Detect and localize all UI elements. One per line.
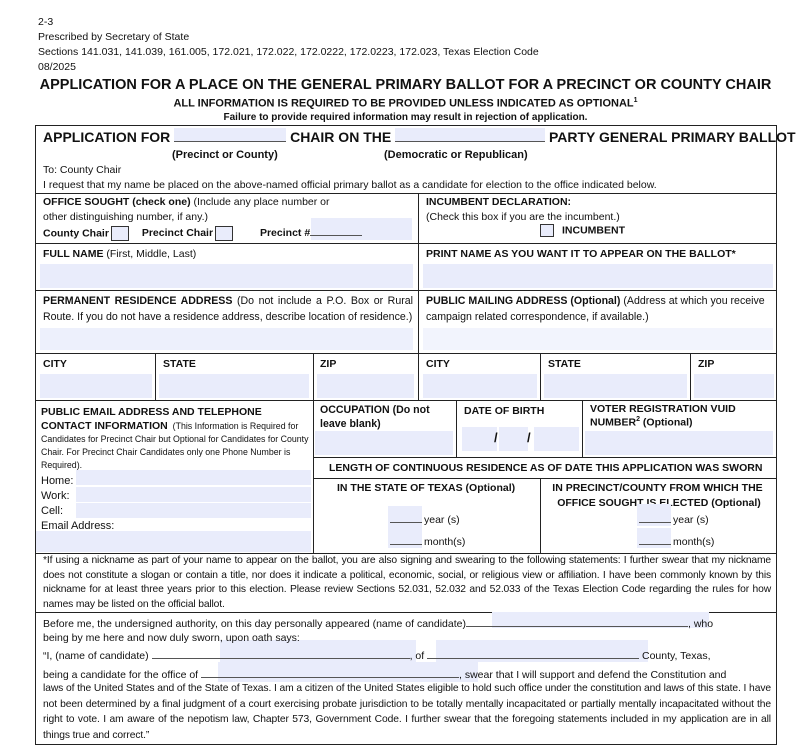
length-label: LENGTH OF CONTINUOUS RESIDENCE AS OF DAT… xyxy=(329,462,763,474)
precinct-residence-label-2: OFFICE SOUGHT IS ELECTED (Optional) xyxy=(557,497,761,509)
mailing-field[interactable] xyxy=(423,328,773,350)
precinct-residence-label: IN PRECINCT/COUNTY FROM WHICH THE xyxy=(552,482,763,494)
oath-body: laws of the United States and of the Sta… xyxy=(43,683,771,741)
city-field[interactable] xyxy=(40,374,152,398)
zip-field[interactable] xyxy=(317,374,414,398)
form-title: APPLICATION FOR A PLACE ON THE GENERAL P… xyxy=(39,77,772,93)
full-name-label: FULL NAME (First, Middle, Last) xyxy=(43,248,197,260)
office-sought-label: OFFICE SOUGHT (check one) (Include any p… xyxy=(43,196,330,208)
incumbent-option: INCUMBENT xyxy=(540,224,625,237)
incumbent-note: (Check this box if you are the incumbent… xyxy=(426,211,620,223)
dob-day-field[interactable] xyxy=(499,427,528,451)
ballot-name-field[interactable] xyxy=(423,264,773,288)
ballot-name-label: PRINT NAME AS YOU WANT IT TO APPEAR ON T… xyxy=(426,248,736,260)
failure-note: Failure to provide required information … xyxy=(223,112,588,123)
county-chair-checkbox[interactable] xyxy=(110,226,129,241)
cell-phone-field[interactable] xyxy=(76,503,311,518)
prescribed-by: Prescribed by Secretary of State xyxy=(38,31,190,43)
state-field[interactable] xyxy=(159,374,309,398)
state-label: STATE xyxy=(163,358,196,370)
residence-label: PERMANENT RESIDENCE ADDRESS (Do not incl… xyxy=(43,295,413,323)
oath-sworn: being by me here and now duly sworn, upo… xyxy=(43,632,300,644)
work-label: Work: xyxy=(41,490,70,502)
texas-months: month(s) xyxy=(390,535,465,548)
full-name-field[interactable] xyxy=(40,264,413,288)
vuid-label-2: NUMBER2 (Optional) xyxy=(590,416,693,429)
to-county-chair: To: County Chair xyxy=(43,164,122,176)
oath-before: Before me, the undersigned authority, on… xyxy=(43,618,714,630)
texas-months-field[interactable] xyxy=(388,528,422,548)
dob-month-field[interactable] xyxy=(462,427,497,451)
city-label: CITY xyxy=(43,358,67,370)
home-phone-field[interactable] xyxy=(76,470,311,485)
mail-city-field[interactable] xyxy=(423,374,537,398)
dob-label: DATE OF BIRTH xyxy=(464,405,545,417)
mail-zip-field[interactable] xyxy=(694,374,774,398)
county-field[interactable] xyxy=(436,640,648,662)
party-field[interactable] xyxy=(395,128,546,142)
incumbent-checkbox[interactable] xyxy=(540,224,554,237)
oath-i-name: “I, (name of candidate) , of County, Tex… xyxy=(43,650,711,662)
dob-separator: / xyxy=(527,430,531,445)
precinct-years: year (s) xyxy=(639,513,709,526)
home-label: Home: xyxy=(41,475,74,487)
mail-state-label: STATE xyxy=(548,358,581,370)
application-heading: APPLICATION FOR CHAIR ON THE PARTY GENER… xyxy=(43,128,796,145)
required-note: ALL INFORMATION IS REQUIRED TO BE PROVID… xyxy=(173,97,638,110)
oath-name-field[interactable] xyxy=(220,640,416,662)
occupation-field[interactable] xyxy=(315,431,453,455)
request-text: I request that my name be placed on the … xyxy=(43,179,657,191)
precinct-or-county-label: (Precinct or County) xyxy=(172,149,278,161)
office-options: County Chair Precinct Chair Precinct # xyxy=(43,226,363,241)
texas-years: year (s) xyxy=(390,513,460,526)
precinct-number-field[interactable] xyxy=(311,218,412,240)
occupation-label: OCCUPATION (Do not leave blank) xyxy=(320,404,430,430)
mail-city-label: CITY xyxy=(426,358,450,370)
form-number: 2-3 xyxy=(38,16,54,28)
nickname-statement: *If using a nickname as part of your nam… xyxy=(43,555,771,610)
oath-candidate-for: being a candidate for the office of , sw… xyxy=(43,669,727,681)
mail-state-field[interactable] xyxy=(544,374,687,398)
chair-type-field[interactable] xyxy=(174,128,287,142)
mail-zip-label: ZIP xyxy=(698,358,715,370)
precinct-chair-checkbox[interactable] xyxy=(215,226,234,241)
vuid-label: VOTER REGISTRATION VUID xyxy=(590,403,736,415)
sections: Sections 141.031, 141.039, 161.005, 172.… xyxy=(38,46,539,58)
email-label: Email Address: xyxy=(41,520,115,532)
office-sought-note: other distinguishing number, if any.) xyxy=(43,211,208,223)
residence-field[interactable] xyxy=(40,328,413,350)
form-date: 08/2025 xyxy=(38,61,76,73)
work-phone-field[interactable] xyxy=(76,487,311,502)
precinct-months-field[interactable] xyxy=(637,528,671,548)
candidate-name-field[interactable] xyxy=(492,612,709,628)
cell-label: Cell: xyxy=(41,505,64,517)
dob-separator: / xyxy=(494,430,498,445)
contact-note: CONTACT INFORMATION (This Information is… xyxy=(41,420,309,470)
contact-label-1: PUBLIC EMAIL ADDRESS AND TELEPHONE xyxy=(41,406,262,418)
email-field[interactable] xyxy=(36,531,311,552)
dem-or-rep-label: (Democratic or Republican) xyxy=(384,149,528,161)
texas-residence-label: IN THE STATE OF TEXAS (Optional) xyxy=(337,482,516,494)
precinct-months: month(s) xyxy=(639,535,714,548)
incumbent-label: INCUMBENT DECLARATION: xyxy=(426,196,572,208)
vuid-field[interactable] xyxy=(585,431,773,455)
dob-year-field[interactable] xyxy=(534,427,579,451)
zip-label: ZIP xyxy=(320,358,337,370)
mailing-label: PUBLIC MAILING ADDRESS (Optional) (Addre… xyxy=(426,295,765,323)
precinct-years-field[interactable] xyxy=(637,504,671,526)
